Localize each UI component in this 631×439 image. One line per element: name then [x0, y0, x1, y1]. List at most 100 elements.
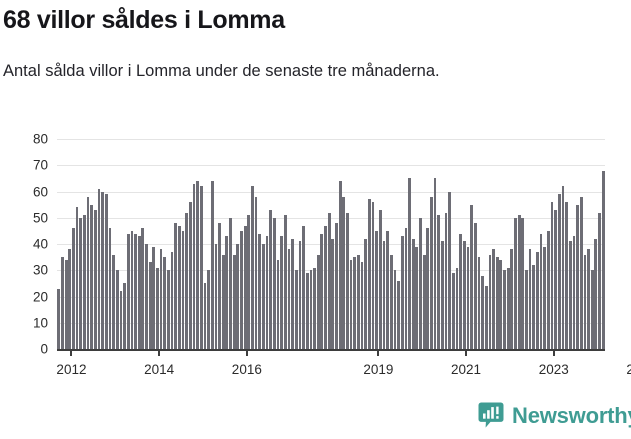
x-axis-tick-label: 2025: [626, 362, 631, 377]
bar: [514, 217, 517, 349]
bar: [225, 236, 229, 349]
y-axis-tick-label: 80: [32, 131, 48, 147]
bar: [525, 270, 528, 349]
y-axis-tick-label: 20: [32, 288, 48, 304]
bar: [313, 267, 316, 349]
gridline: [57, 296, 605, 298]
x-axis-tick-label: 2016: [231, 362, 262, 377]
bar: [79, 217, 83, 349]
bar: [554, 209, 558, 349]
y-axis-tick-label: 10: [32, 315, 48, 330]
bar: [181, 230, 185, 349]
bar: [126, 233, 130, 349]
bar: [433, 178, 437, 349]
bar: [367, 199, 371, 349]
bar: [455, 267, 459, 349]
bar: [145, 244, 148, 349]
bar: [448, 191, 452, 349]
bar: [137, 236, 141, 349]
bar: [598, 212, 601, 349]
bar: [262, 244, 265, 349]
bar: [389, 254, 393, 349]
bar: [108, 228, 112, 349]
bar: [64, 259, 68, 349]
bar: [185, 212, 189, 349]
bar: [298, 241, 302, 349]
bar: [229, 217, 232, 349]
bar: [101, 191, 105, 349]
x-axis-tick: [377, 349, 380, 356]
bar: [291, 238, 295, 349]
newsworthy-logo[interactable]: Newsworthy: [478, 402, 631, 429]
bar: [119, 291, 123, 349]
bar: [382, 241, 386, 349]
x-axis-tick-label: 2021: [451, 362, 482, 377]
bar: [203, 283, 207, 349]
x-axis-tick-label: 2014: [144, 362, 175, 377]
bar: [459, 233, 463, 349]
bar: [148, 262, 152, 349]
bar: [546, 230, 550, 349]
bar: [557, 194, 561, 349]
bar: [517, 215, 521, 349]
bar: [510, 249, 514, 349]
bar: [170, 251, 174, 349]
bar: [419, 217, 422, 349]
bar: [177, 225, 181, 349]
bar: [174, 223, 178, 349]
bar: [287, 249, 291, 349]
bar: [353, 257, 357, 349]
x-axis-line: [57, 349, 605, 351]
bar: [568, 241, 572, 349]
bar: [251, 186, 254, 349]
bar: [561, 186, 565, 349]
y-axis-tick-label: 50: [32, 210, 48, 225]
bar: [156, 267, 159, 349]
bar: [415, 246, 419, 349]
bar: [532, 265, 536, 349]
chart-subtitle: Antal sålda villor i Lomma under de sena…: [3, 62, 440, 80]
bar: [411, 238, 415, 349]
gridline: [57, 217, 605, 219]
brand-name: Newsworthy: [512, 402, 631, 428]
bar: [302, 225, 305, 349]
bar: [68, 249, 72, 349]
bar: [97, 188, 101, 349]
bar: [327, 212, 331, 349]
bar: [572, 236, 576, 349]
x-axis-tick-label: 2019: [363, 362, 394, 377]
bar: [283, 215, 287, 349]
y-axis-tick-label: 60: [32, 183, 48, 199]
bar: [408, 178, 411, 349]
bar: [331, 238, 335, 349]
gridline: [57, 322, 605, 324]
bar: [61, 257, 64, 349]
bar: [115, 270, 119, 349]
x-axis-tick: [465, 349, 468, 356]
x-axis-tick: [70, 349, 73, 356]
bar: [375, 230, 379, 349]
bar: [441, 241, 444, 349]
bar: [152, 246, 156, 349]
bar: [462, 241, 466, 349]
bar-chart-speech-bubble-icon: [478, 402, 504, 429]
bar: [444, 212, 448, 349]
bar: [309, 270, 313, 349]
bar: [320, 233, 324, 349]
bar: [481, 275, 484, 349]
bar: [466, 246, 470, 349]
bar: [294, 270, 298, 349]
gridline: [57, 244, 605, 245]
chart-plot-area: 0 10 20 30 40 50 60 70 80 2012 2014 2016 2019 2021 20…: [0, 128, 631, 377]
bar: [305, 272, 309, 349]
bar: [422, 254, 426, 349]
y-axis-tick-label: 40: [32, 236, 48, 252]
bar: [550, 202, 554, 349]
bar: [488, 254, 492, 349]
bar: [357, 254, 360, 349]
bar: [430, 196, 433, 349]
bar: [521, 217, 525, 349]
bar: [272, 217, 276, 349]
bar: [349, 259, 353, 349]
bar: [57, 288, 61, 349]
